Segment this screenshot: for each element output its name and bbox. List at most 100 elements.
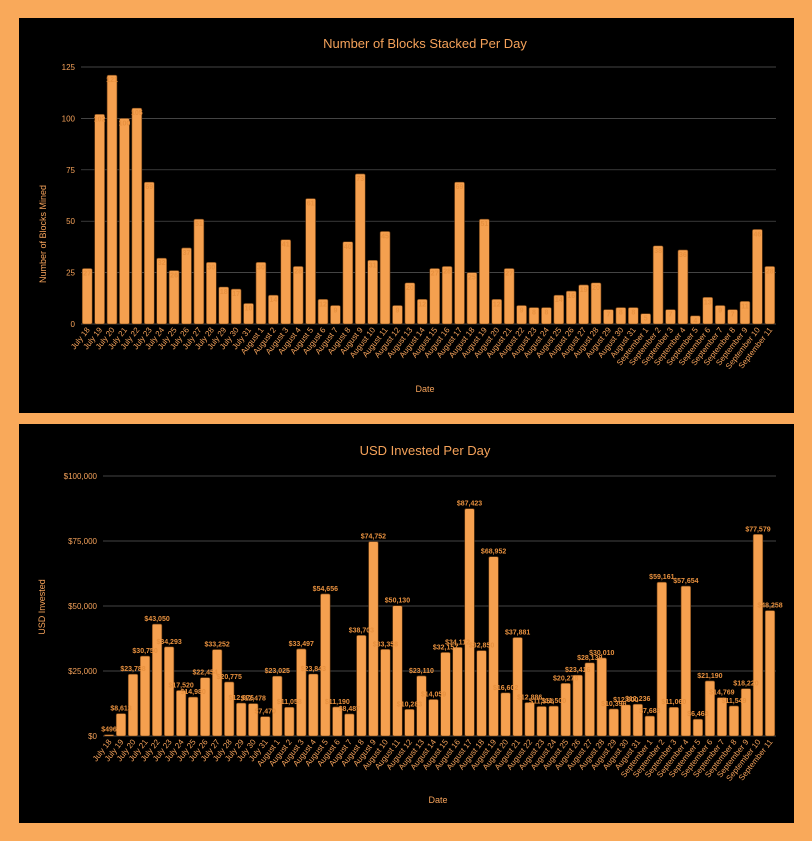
data-label: $33,497	[289, 641, 314, 648]
bar	[103, 734, 115, 737]
bar	[280, 239, 292, 325]
bar	[181, 247, 192, 325]
data-label: 8	[619, 310, 623, 317]
bar	[284, 706, 295, 737]
data-label: 51	[195, 221, 203, 228]
data-label: $17,520	[168, 682, 193, 689]
bar	[516, 305, 527, 325]
data-label: 40	[344, 244, 352, 251]
y-tick-label: $50,000	[68, 602, 97, 611]
data-label: 45	[381, 233, 389, 240]
bar	[292, 266, 304, 325]
data-label: 61	[307, 201, 315, 208]
data-label: $12,478	[241, 696, 266, 703]
data-label: 69	[456, 184, 464, 191]
bar	[260, 716, 271, 737]
data-label: $50,130	[385, 598, 410, 605]
data-label: 28	[766, 268, 774, 275]
y-tick-label: 75	[66, 166, 75, 175]
data-label: $8,487	[339, 706, 361, 713]
bar	[665, 309, 676, 325]
bar	[503, 268, 515, 325]
data-label: $30,010	[589, 650, 614, 657]
data-label: $14,059	[421, 691, 446, 698]
y-axis-label: Number of Blocks Mined	[38, 185, 48, 283]
bar	[752, 533, 764, 737]
bar	[367, 259, 378, 325]
bar	[620, 704, 631, 737]
bar	[692, 718, 703, 737]
bar	[739, 301, 751, 325]
data-label: $23,110	[409, 668, 434, 675]
data-label: $48,258	[757, 603, 782, 610]
data-label: $8,613	[110, 706, 132, 713]
data-label: $34,293	[156, 639, 181, 646]
data-label: $22,454	[192, 670, 217, 677]
bar	[224, 681, 235, 737]
bar	[81, 268, 93, 325]
usd-chart: USD Invested Per Day USD Invested Date $…	[37, 443, 783, 805]
bar	[416, 675, 427, 737]
data-label: $14,980	[180, 689, 205, 696]
bar	[392, 605, 403, 737]
data-label: 20	[592, 285, 600, 292]
bar	[330, 305, 341, 325]
data-label: $11,060	[661, 699, 686, 706]
bar	[500, 692, 511, 737]
data-label: $11,549	[721, 698, 746, 705]
bar	[248, 703, 259, 737]
data-label: $74,752	[361, 534, 386, 541]
bar	[230, 288, 242, 325]
bar	[94, 113, 105, 325]
bar	[379, 231, 391, 325]
bar	[512, 637, 523, 737]
data-label: 14	[269, 297, 277, 304]
data-label: 28	[294, 268, 302, 275]
data-label: $20,775	[217, 674, 242, 681]
data-label: $77,579	[745, 526, 770, 533]
data-label: 27	[83, 270, 91, 277]
bar	[740, 688, 752, 737]
bar	[151, 623, 163, 737]
data-label: $10,396	[601, 701, 626, 708]
data-label: 19	[580, 287, 588, 294]
data-label: 31	[369, 262, 377, 269]
y-tick-label: 25	[66, 269, 75, 278]
bar	[476, 650, 487, 737]
bar	[608, 708, 619, 737]
bar	[344, 713, 355, 737]
data-label: 20	[406, 285, 414, 292]
data-label: $12,886	[517, 694, 542, 701]
data-label: 17	[232, 291, 240, 298]
bar	[572, 674, 583, 737]
bar	[466, 272, 478, 325]
data-label: 38	[654, 248, 662, 255]
data-label: 16	[567, 293, 575, 300]
bar	[332, 706, 343, 737]
bar	[704, 680, 716, 737]
bar	[603, 309, 614, 325]
data-label: $12,000	[613, 697, 638, 704]
data-label: $14,769	[709, 690, 734, 697]
data-label: 11	[741, 303, 749, 310]
chart-title: Number of Blocks Stacked Per Day	[323, 36, 527, 51]
data-label: 7	[607, 312, 611, 319]
data-label: 27	[505, 270, 513, 277]
bar	[656, 581, 667, 737]
data-label: $18,220	[733, 681, 758, 688]
data-label: $68,952	[481, 549, 506, 556]
data-label: 5	[644, 316, 648, 323]
bar	[380, 648, 391, 737]
bar	[119, 118, 130, 325]
bar	[143, 181, 155, 325]
bar	[218, 286, 229, 325]
y-tick-label: $25,000	[68, 667, 97, 676]
bar	[417, 299, 428, 325]
bar	[236, 702, 247, 737]
bar	[139, 655, 151, 737]
bar	[354, 173, 366, 325]
bar	[578, 284, 589, 325]
data-label: $43,050	[144, 616, 169, 623]
data-label: 30	[207, 264, 215, 271]
data-label: 7	[731, 312, 735, 319]
